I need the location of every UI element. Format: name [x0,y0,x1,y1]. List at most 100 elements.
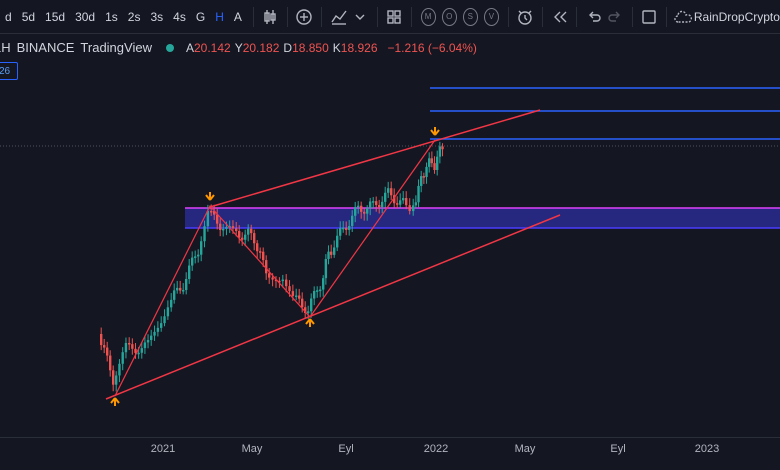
candle-body [170,299,173,308]
alert-clock-icon[interactable] [515,4,536,30]
candle-body [238,231,241,238]
user-name[interactable]: RainDropCrypto [693,9,780,24]
candle-body [109,355,112,371]
price-chart[interactable] [0,34,780,436]
candle-body [333,247,336,255]
timeframe-g[interactable]: G [195,9,206,24]
candle-body [375,201,378,206]
candle-body [166,307,170,317]
candle-body [231,226,235,229]
indicators-icon[interactable] [328,4,349,30]
timeframe-5d[interactable]: 5d [21,9,36,24]
compare-button-m[interactable]: M [420,7,436,26]
candle-body [422,176,426,178]
volume-badge[interactable]: 26 [0,62,18,80]
timeframe-2s[interactable]: 2s [127,9,141,24]
candle-body [402,198,405,201]
compare-button-o[interactable]: O [441,7,457,26]
candle-body [274,279,278,282]
candle-body [298,295,301,299]
timeframe-d[interactable]: d [5,9,12,24]
legend-high-label: Y [234,40,243,55]
candle-body [222,228,225,231]
candle-body [316,290,319,292]
lower-channel-trendline[interactable] [105,214,561,400]
candle-body [327,251,330,259]
compare-button-v[interactable]: V [483,7,499,26]
candle-body [330,251,333,255]
candle-body [393,195,396,204]
candle-body [354,207,357,216]
add-indicator-icon[interactable] [294,4,315,30]
candle-body [310,298,313,312]
layout-grid-icon[interactable] [383,4,404,30]
toolbar-divider [507,6,509,27]
candle-body [339,228,342,236]
timeframe-h[interactable]: H [215,9,224,24]
candle-body [121,352,124,364]
zigzag-pattern-line[interactable] [114,139,436,397]
timeframe-a[interactable]: A [233,9,242,24]
pivot-low-arrow [110,397,120,406]
candle-body [399,200,402,205]
candle-body [324,258,328,279]
legend-interval: 1H [0,40,11,55]
toolbar-divider [321,6,322,27]
compare-button-s[interactable]: S [462,7,478,26]
candle-body [384,192,387,202]
candle-body [396,203,399,205]
timeframe-1s[interactable]: 1s [105,9,118,24]
timeframe-15d[interactable]: 15d [45,9,66,24]
candle-body [348,225,351,230]
candle-body [100,334,103,346]
fullscreen-icon[interactable] [638,4,659,30]
cloud-save-icon[interactable] [673,4,694,30]
candle-body [106,347,109,356]
candle-body [414,202,418,206]
legend-high-value: 20.182 [242,40,280,55]
timeframe-4s[interactable]: 4s [173,9,186,24]
upper-channel-trendline[interactable] [209,109,541,208]
candle-body [225,226,228,229]
candle-body [265,260,268,274]
legend-close-label: K [332,40,341,55]
candle-body [241,237,244,240]
candle-body [194,256,197,258]
candle-body [378,205,381,208]
time-axis[interactable]: 2021 May Eyl 2022 May Eyl 2023 [0,437,780,458]
candle-body [360,205,363,212]
candle-body [288,286,291,292]
timeframe-3s[interactable]: 3s [150,9,164,24]
undo-icon[interactable] [583,4,604,30]
pivot-arrows [110,127,440,406]
candle-body [200,241,203,255]
candle-body [271,277,274,280]
time-axis-label: May [514,443,536,455]
chevron-down-icon[interactable] [349,4,370,30]
toolbar-divider [542,6,543,27]
candle-body [182,289,185,292]
candle-body [134,348,137,353]
toolbar-divider [410,6,412,27]
candle-body [436,156,439,170]
candle-body [408,205,411,212]
candle-body [228,226,231,228]
candle-body [203,226,206,242]
candle-body [366,208,369,214]
replay-icon[interactable] [549,4,570,30]
time-axis-label: 2023 [694,443,720,455]
support-zone[interactable] [185,208,780,228]
toolbar-divider [252,6,254,27]
candle-body [112,370,115,385]
redo-icon[interactable] [604,4,625,30]
candle-body [342,227,345,230]
candle-body [417,185,420,203]
candle-body [137,352,140,355]
candle-body [131,344,134,349]
timeframe-30d[interactable]: 30d [75,9,96,24]
candle-body [369,201,372,209]
candle-body [307,311,310,313]
candlestick-style-icon[interactable] [260,4,281,30]
legend-low-label: D [283,40,293,55]
candle-body [128,343,131,345]
